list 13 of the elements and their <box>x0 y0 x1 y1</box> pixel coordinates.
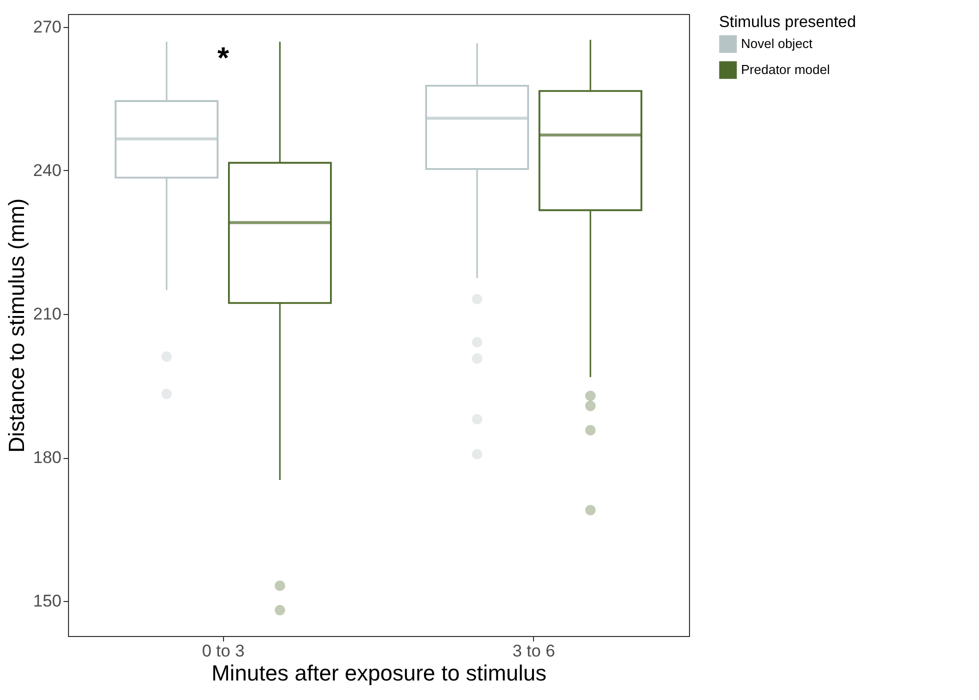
y-tick-label: 270 <box>33 17 62 36</box>
legend-title: Stimulus presented <box>719 14 856 31</box>
y-tick-label: 180 <box>33 448 62 468</box>
legend-label: Predator model <box>741 62 830 77</box>
x-tick-label: 3 to 6 <box>512 642 556 660</box>
x-tick-label: 0 to 3 <box>202 642 245 660</box>
annotation: * <box>217 42 230 75</box>
y-tick-label: 210 <box>33 304 62 324</box>
y-tick-label: 240 <box>33 160 62 180</box>
legend-label: Novel object <box>741 36 813 51</box>
x-axis-title: Minutes after exposure to stimulus <box>211 660 547 686</box>
y-axis-title: Distance to stimulus (mm) <box>4 198 30 453</box>
y-tick-label: 150 <box>33 592 62 611</box>
